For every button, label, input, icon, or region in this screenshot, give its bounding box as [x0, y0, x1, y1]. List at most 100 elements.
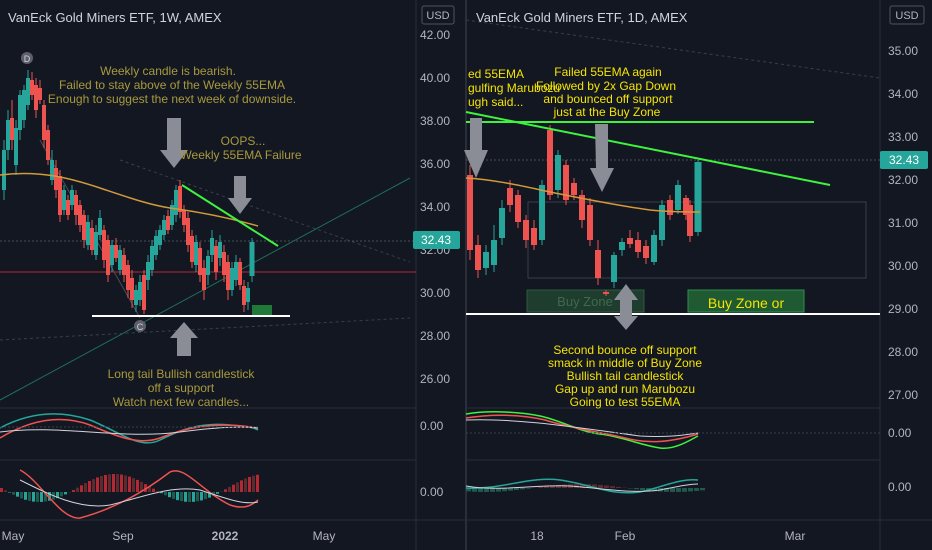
- histogram-bar: [484, 488, 489, 492]
- candle-body: [579, 195, 585, 220]
- histogram-bar: [60, 492, 63, 497]
- histogram-bar: [184, 492, 187, 502]
- right-osc2-line-a: [465, 478, 699, 494]
- histogram-bar: [196, 492, 199, 502]
- right-annotation-bottom-2: smack in middle of Buy Zone: [548, 356, 702, 370]
- candle-body: [234, 262, 238, 280]
- right-trendline: [465, 111, 831, 186]
- candle-body: [138, 282, 142, 300]
- candle-body: [531, 228, 537, 245]
- histogram-bar: [92, 479, 95, 492]
- left-arrow-up: [170, 322, 198, 356]
- candle-body: [587, 205, 593, 240]
- left-annotations: Weekly candle is bearish. Failed to stay…: [48, 64, 302, 409]
- candle-body: [70, 190, 74, 205]
- histogram-bar: [28, 492, 31, 501]
- candle-body: [82, 215, 86, 240]
- candle-body: [603, 292, 609, 294]
- candle-body: [10, 118, 14, 140]
- candle-body: [58, 176, 62, 215]
- histogram-bar: [616, 486, 621, 488]
- histogram-bar: [700, 488, 705, 491]
- histogram-bar: [12, 492, 15, 495]
- candle-body: [134, 290, 138, 305]
- left-osc2-histogram: [0, 474, 259, 502]
- left-chart-title: VanEck Gold Miners ETF, 1W, AMEX: [8, 10, 222, 25]
- candle-body: [198, 248, 202, 275]
- candle-body: [523, 220, 529, 240]
- y-tick-label: 33.00: [888, 130, 918, 144]
- histogram-bar: [556, 484, 561, 488]
- left-annotation-oops-2: Weekly 55EMA Failure: [180, 148, 301, 162]
- candle-body: [218, 242, 222, 258]
- histogram-bar: [164, 492, 167, 496]
- histogram-bar: [8, 492, 11, 493]
- histogram-bar: [228, 486, 231, 492]
- right-chart-title: VanEck Gold Miners ETF, 1D, AMEX: [476, 10, 688, 25]
- y-tick-label: 28.00: [420, 329, 450, 343]
- y-tick-label: 34.00: [420, 200, 450, 214]
- histogram-bar: [124, 475, 127, 492]
- left-candles: [2, 70, 255, 314]
- histogram-bar: [232, 484, 235, 492]
- right-x-tick-3: Mar: [785, 529, 806, 543]
- candle-body: [659, 205, 665, 240]
- right-osc2-line-b: [465, 483, 699, 492]
- right-annotation-bottom-4: Gap up and run Marubozu: [555, 382, 695, 396]
- candle-body: [118, 250, 122, 270]
- candle-body: [126, 265, 130, 290]
- left-osc2-line-b: [19, 479, 259, 507]
- right-annotation-partial-3: ugh said...: [468, 95, 523, 109]
- right-osc1-line-c: [465, 419, 699, 438]
- candle-body: [66, 200, 70, 215]
- right-osc1-line-b: [465, 414, 699, 443]
- histogram-bar: [592, 484, 597, 488]
- histogram-bar: [544, 486, 549, 488]
- histogram-bar: [148, 486, 151, 492]
- left-annotation-top-1: Weekly candle is bearish.: [100, 64, 236, 78]
- y-tick-label: 28.00: [888, 345, 918, 359]
- candle-body: [146, 262, 150, 280]
- candle-body: [6, 120, 10, 150]
- candle-body: [186, 218, 190, 245]
- candle-body: [246, 288, 250, 302]
- y-tick-label: 42.00: [420, 28, 450, 42]
- candle-body: [555, 155, 561, 190]
- histogram-bar: [502, 488, 507, 492]
- right-annotation-top-4: just at the Buy Zone: [553, 105, 661, 119]
- histogram-bar: [694, 488, 699, 491]
- histogram-bar: [32, 492, 35, 502]
- right-price-badge-bg: [880, 151, 928, 169]
- candle-body: [249, 242, 255, 276]
- histogram-bar: [604, 485, 609, 488]
- right-currency-box: [889, 5, 925, 25]
- histogram-bar: [652, 488, 657, 492]
- candle-body: [571, 183, 577, 195]
- left-osc2-tick: 0.00: [420, 485, 444, 499]
- candle-body: [62, 190, 66, 210]
- left-weekly-55ema: [0, 172, 259, 227]
- candle-body: [106, 240, 110, 275]
- y-tick-label: 30.00: [420, 286, 450, 300]
- right-osc2-tick: 0.00: [888, 480, 912, 494]
- candle-body: [563, 165, 569, 200]
- candle-body: [22, 90, 26, 120]
- histogram-bar: [514, 488, 519, 491]
- histogram-bar: [140, 481, 143, 492]
- right-annotation-top-3: and bounced off support: [543, 92, 673, 106]
- histogram-bar: [610, 486, 615, 488]
- left-gray-diagonal-1: [0, 317, 411, 341]
- histogram-bar: [252, 475, 255, 492]
- histogram-bar: [108, 474, 111, 492]
- candle-body: [86, 222, 90, 245]
- left-osc1-line-b: [0, 418, 259, 442]
- histogram-bar: [24, 492, 27, 500]
- right-overlays: [464, 111, 880, 330]
- y-tick-label: 31.00: [888, 216, 918, 230]
- right-annotation-top-2: Followed by 2x Gap Down: [536, 79, 676, 93]
- histogram-bar: [676, 488, 681, 492]
- histogram-bar: [224, 489, 227, 492]
- candle-body: [162, 220, 166, 235]
- y-tick-label: 36.00: [420, 157, 450, 171]
